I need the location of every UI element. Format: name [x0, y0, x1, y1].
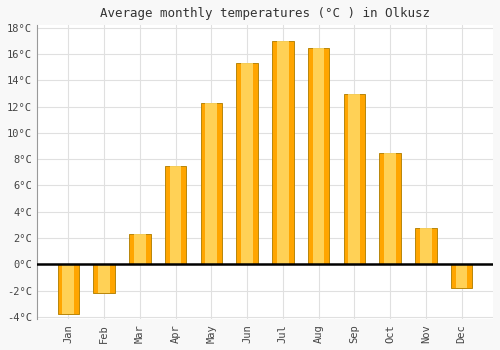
Bar: [348, 93, 360, 264]
Title: Average monthly temperatures (°C ) in Olkusz: Average monthly temperatures (°C ) in Ol…: [100, 7, 430, 20]
Bar: [134, 234, 145, 264]
Bar: [272, 41, 293, 264]
Bar: [58, 264, 79, 314]
Bar: [277, 41, 288, 264]
Bar: [241, 63, 253, 264]
Bar: [236, 63, 258, 264]
Bar: [312, 48, 324, 264]
Bar: [420, 228, 432, 264]
Bar: [451, 264, 472, 288]
Bar: [129, 234, 150, 264]
Bar: [94, 264, 115, 293]
Bar: [456, 264, 468, 288]
Bar: [344, 93, 365, 264]
Bar: [200, 103, 222, 264]
Bar: [206, 103, 217, 264]
Bar: [170, 166, 181, 264]
Bar: [98, 264, 110, 293]
Bar: [62, 264, 74, 314]
Bar: [308, 48, 330, 264]
Bar: [165, 166, 186, 264]
Bar: [415, 228, 436, 264]
Bar: [384, 153, 396, 264]
Bar: [380, 153, 401, 264]
